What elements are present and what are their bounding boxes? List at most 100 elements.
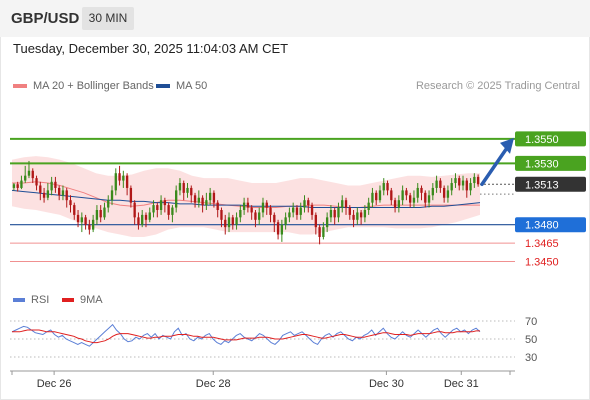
candle-body (393, 200, 397, 208)
rsi-level-label-70: 70 (525, 316, 537, 328)
candle-body (333, 210, 336, 218)
candle-body (476, 176, 480, 185)
candle-body (465, 180, 468, 191)
candle-body (446, 190, 450, 198)
level-badge-1.3530 (515, 155, 586, 171)
level-label-1.3550: 1.3550 (525, 134, 559, 146)
candle-body (80, 217, 83, 223)
candle-body (280, 224, 284, 235)
candle-body (69, 200, 72, 206)
candle-body (54, 181, 57, 188)
candle-body (397, 200, 401, 208)
candle-body (442, 187, 446, 198)
candle-body (450, 183, 453, 191)
candle-body (65, 190, 68, 201)
candle-body (58, 187, 61, 196)
rsi-ma-line (12, 329, 480, 344)
candle-body (352, 214, 355, 220)
candle-body (125, 175, 129, 188)
candle-body (24, 175, 27, 181)
legend-9ma: 9MA (62, 294, 103, 306)
candle-body (122, 175, 125, 181)
candle-body (39, 185, 42, 193)
last-price-label: 1.3513 (525, 179, 559, 191)
candle-body (292, 207, 295, 213)
candle-body (409, 195, 412, 203)
candle-body (27, 170, 31, 176)
candle-body (156, 205, 159, 210)
legend-ma50-label: MA 50 (176, 80, 208, 92)
candle-body (439, 180, 442, 188)
candle-body (348, 207, 351, 215)
candle-body (110, 190, 114, 201)
candle-body (424, 192, 427, 203)
candle-body (427, 195, 431, 203)
level-labels-group: 1.3550 1.3530 1.3480 1.3465 1.3450 1.3513 (515, 131, 586, 268)
rsi-level-label-50: 50 (525, 334, 537, 346)
legend-ma20: MA 20 + Bollinger Bands (13, 80, 154, 92)
candle-body (171, 207, 174, 215)
candle-body (454, 178, 457, 184)
candle-body (118, 173, 121, 181)
moving-averages-group (11, 137, 514, 208)
candle-body (182, 183, 185, 193)
candle-body (344, 200, 348, 208)
candle-body (16, 184, 19, 188)
candle-body (197, 197, 200, 203)
legend-9ma-label: 9MA (80, 294, 103, 306)
candle-body (88, 224, 91, 230)
candle-body (137, 217, 140, 225)
candles-group (12, 160, 480, 245)
rsi-level-label-30: 30 (525, 352, 537, 364)
candle-body (35, 178, 38, 186)
candle-body (265, 202, 268, 208)
projection-arrow-head (500, 137, 514, 154)
candle-body (318, 227, 321, 237)
candle-body (91, 219, 95, 230)
candle-body (375, 192, 378, 201)
candle-body (73, 205, 76, 215)
candle-body (95, 210, 99, 220)
level-label-1.3465: 1.3465 (525, 238, 559, 250)
candle-body (12, 184, 16, 188)
level-label-1.3450: 1.3450 (525, 256, 559, 268)
candle-body (303, 200, 306, 208)
candle-body (159, 200, 163, 210)
level-label-1.3530: 1.3530 (525, 158, 559, 170)
x-tick-label: Dec 28 (196, 378, 231, 390)
candle-body (242, 202, 246, 210)
candle-body (190, 187, 193, 196)
candle-body (416, 187, 419, 198)
candle-body (390, 190, 393, 201)
candle-body (435, 180, 438, 188)
candle-body (469, 183, 472, 191)
candle-body (76, 214, 80, 223)
candle-body (50, 181, 53, 191)
candle-body (133, 202, 136, 218)
level-badge-1.3480 (515, 217, 586, 233)
x-tick-label: Dec 31 (444, 378, 479, 390)
candle-body (261, 202, 265, 213)
candle-body (61, 190, 65, 196)
timeframe-badge[interactable]: 30 MIN (82, 7, 134, 30)
candle-body (405, 190, 408, 196)
candle-body (212, 192, 216, 203)
candle-body (386, 183, 389, 191)
ma20-swatch (13, 84, 27, 88)
candle-body (20, 180, 23, 188)
candle-body (99, 210, 102, 218)
ma20-line (12, 181, 480, 208)
candle-body (299, 207, 302, 215)
candle-body (216, 202, 219, 210)
candle-body (205, 200, 208, 206)
bollinger-band-group (12, 156, 480, 237)
candle-body (175, 190, 178, 208)
candle-body (420, 187, 423, 193)
candle-body (167, 205, 170, 215)
candle-body (276, 222, 280, 235)
candle-body (152, 205, 155, 213)
projection-arrow-shaft (480, 146, 509, 187)
legend-ma20-label: MA 20 + Bollinger Bands (33, 80, 154, 92)
candle-body (107, 200, 110, 208)
